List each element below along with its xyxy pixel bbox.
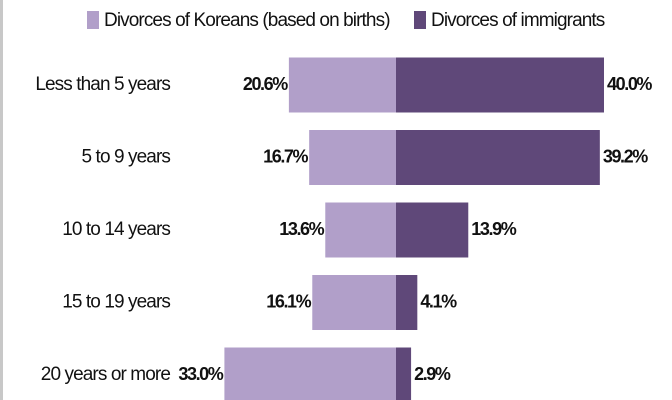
bar	[396, 347, 412, 400]
data-label: 40.0%	[607, 74, 652, 94]
data-label: 20.6%	[243, 74, 288, 94]
bar	[288, 57, 396, 113]
category-label: Less than 5 years	[35, 74, 170, 95]
category-label: 20 years or more	[41, 364, 171, 385]
legend-swatch	[87, 11, 99, 29]
category-label: 10 to 14 years	[62, 219, 170, 240]
data-label: 13.6%	[279, 219, 324, 239]
bar	[325, 202, 396, 258]
legend-label: Divorces of Koreans (based on births)	[104, 10, 390, 31]
bar	[396, 202, 469, 258]
data-label: 16.1%	[266, 291, 311, 311]
category-label: 15 to 19 years	[62, 292, 170, 313]
data-label: 39.2%	[603, 146, 648, 166]
bar	[224, 347, 396, 400]
category-label: 5 to 9 years	[82, 147, 171, 168]
data-label: 4.1%	[420, 291, 457, 311]
data-label: 13.9%	[471, 219, 516, 239]
data-label: 16.7%	[263, 146, 308, 166]
legend-label: Divorces of immigrants	[431, 10, 605, 31]
bar	[396, 275, 418, 330]
data-label: 2.9%	[414, 364, 451, 384]
frame-edge	[0, 0, 3, 400]
bar	[309, 130, 396, 185]
data-label: 33.0%	[178, 364, 223, 384]
bar	[396, 130, 600, 185]
bar	[312, 275, 396, 330]
bar	[396, 57, 604, 113]
legend-swatch	[414, 11, 426, 29]
